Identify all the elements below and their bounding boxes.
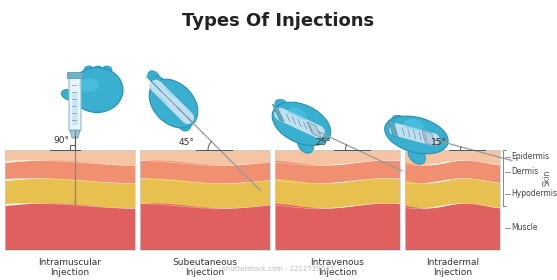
Ellipse shape [288, 108, 306, 122]
Bar [275, 150, 400, 250]
Text: 45°: 45° [178, 138, 194, 147]
Text: Skin: Skin [543, 170, 552, 186]
Polygon shape [275, 179, 400, 209]
Ellipse shape [404, 119, 424, 132]
Polygon shape [307, 122, 321, 138]
Ellipse shape [275, 99, 289, 110]
Polygon shape [146, 76, 162, 92]
Polygon shape [275, 204, 400, 250]
Text: 15°: 15° [431, 138, 447, 147]
Text: Intramuscular
Injection: Intramuscular Injection [38, 258, 101, 277]
Bar [72, 92, 78, 125]
Polygon shape [389, 120, 398, 138]
Ellipse shape [148, 71, 160, 83]
Text: 25°: 25° [316, 138, 331, 147]
Ellipse shape [408, 147, 426, 164]
Ellipse shape [71, 67, 123, 113]
Bar [140, 150, 270, 250]
Ellipse shape [177, 111, 192, 131]
Text: 90°: 90° [53, 136, 69, 145]
Polygon shape [510, 158, 514, 162]
Polygon shape [74, 201, 76, 205]
Ellipse shape [297, 135, 314, 153]
Polygon shape [259, 189, 263, 193]
Bar [405, 150, 500, 250]
Ellipse shape [278, 107, 292, 117]
Polygon shape [5, 150, 135, 165]
Ellipse shape [159, 82, 172, 94]
Polygon shape [176, 106, 192, 122]
Polygon shape [275, 160, 400, 183]
Polygon shape [272, 104, 284, 122]
Polygon shape [5, 160, 135, 183]
Polygon shape [5, 204, 135, 250]
Ellipse shape [395, 131, 409, 141]
Bar [67, 72, 83, 78]
Ellipse shape [84, 66, 94, 74]
Polygon shape [140, 160, 270, 183]
Polygon shape [405, 160, 500, 183]
Text: Hypodermis: Hypodermis [511, 189, 557, 198]
Polygon shape [275, 150, 400, 165]
Polygon shape [405, 150, 500, 165]
Ellipse shape [79, 78, 99, 92]
Ellipse shape [93, 66, 103, 74]
Text: Types Of Injections: Types Of Injections [182, 12, 374, 30]
Polygon shape [5, 179, 135, 209]
Text: Intravenous
Injection: Intravenous Injection [311, 258, 364, 277]
Bar [5, 150, 135, 250]
FancyBboxPatch shape [69, 74, 81, 131]
Text: Subeutaneous
Injection: Subeutaneous Injection [173, 258, 237, 277]
Polygon shape [405, 204, 500, 250]
Polygon shape [140, 204, 270, 250]
Text: Intradermal
Injection: Intradermal Injection [426, 258, 479, 277]
Ellipse shape [61, 90, 77, 101]
Ellipse shape [158, 88, 175, 105]
Text: shutterstock.com · 2212729647: shutterstock.com · 2212729647 [222, 266, 334, 272]
Ellipse shape [282, 114, 295, 125]
Ellipse shape [392, 115, 405, 125]
Text: Muscle: Muscle [511, 223, 538, 232]
Polygon shape [400, 169, 404, 172]
Text: Dermis: Dermis [511, 167, 538, 176]
Ellipse shape [272, 102, 331, 146]
Ellipse shape [394, 123, 407, 133]
Polygon shape [405, 179, 500, 209]
Polygon shape [422, 131, 435, 146]
Ellipse shape [154, 76, 165, 88]
Ellipse shape [102, 66, 112, 74]
Text: Epidermis: Epidermis [511, 152, 549, 161]
Ellipse shape [385, 116, 448, 154]
Polygon shape [70, 130, 80, 138]
Polygon shape [140, 179, 270, 209]
Polygon shape [140, 150, 270, 165]
Ellipse shape [149, 79, 198, 128]
